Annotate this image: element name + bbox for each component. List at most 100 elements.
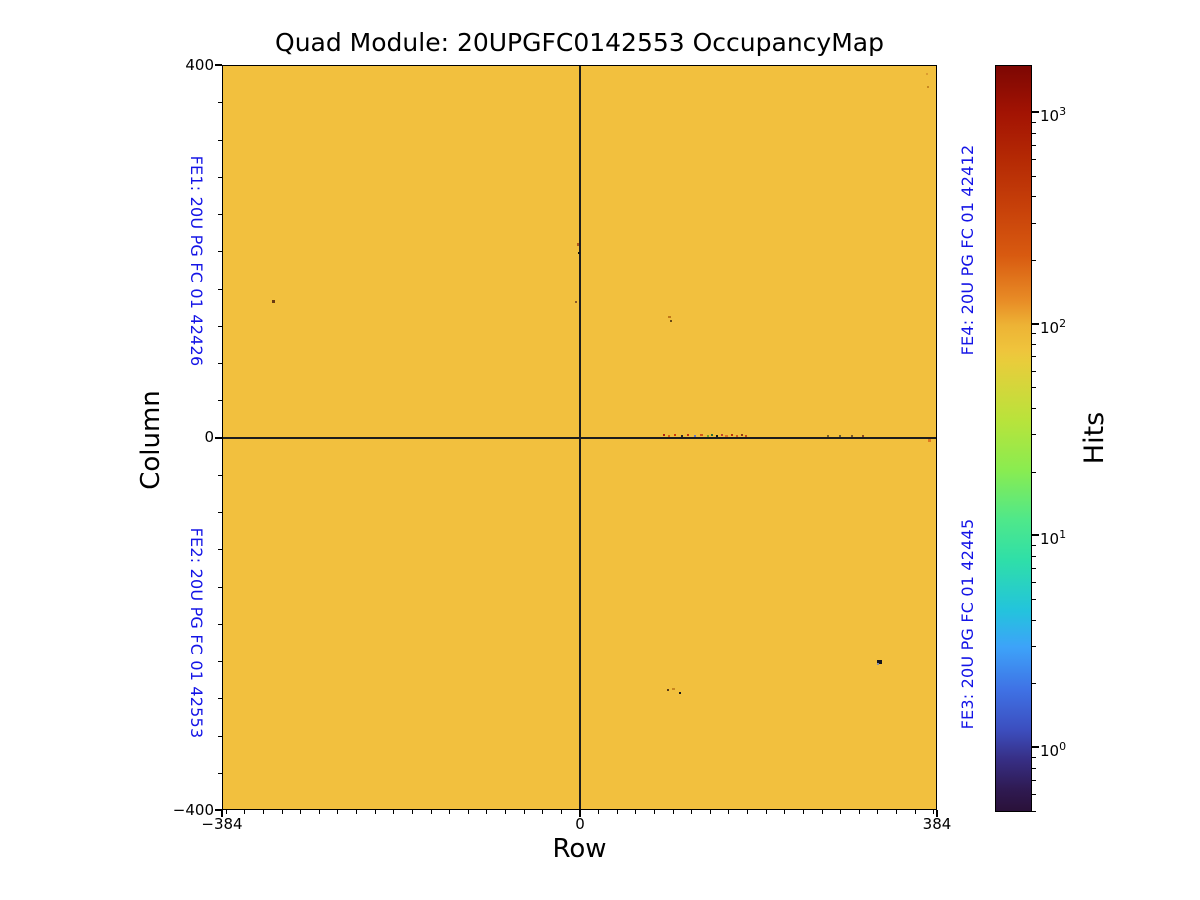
y-tick-label-min: −400	[172, 801, 214, 819]
y-axis-minor-tick	[218, 139, 222, 141]
x-axis-minor-tick	[653, 810, 655, 814]
anomaly-pixel	[678, 691, 681, 694]
colorbar-minor-tick	[1032, 582, 1036, 584]
x-axis-minor-tick	[747, 810, 749, 814]
fe3-chip-label: FE3: 20U PG FC 01 42445	[958, 518, 977, 730]
x-tick-label-max: 384	[922, 815, 952, 833]
y-axis-minor-tick	[218, 661, 222, 662]
x-axis-minor-tick	[691, 810, 693, 814]
colorbar-minor-tick	[1032, 259, 1036, 261]
y-axis-minor-tick	[218, 474, 222, 476]
x-axis-minor-tick	[933, 810, 935, 814]
x-axis-minor-tick	[225, 810, 227, 814]
colorbar-tick-label: 102	[1040, 316, 1067, 337]
colorbar-minor-tick	[1032, 555, 1036, 557]
y-tick-label-zero: 0	[204, 428, 214, 446]
colorbar-minor-tick	[1032, 158, 1036, 160]
colorbar-minor-tick	[1032, 121, 1036, 123]
x-axis-minor-tick	[411, 810, 413, 814]
y-axis-tick	[215, 809, 222, 811]
colorbar-tick	[1032, 534, 1039, 537]
x-axis-minor-tick	[821, 810, 823, 814]
chart-title: Quad Module: 20UPGFC0142553 OccupancyMap	[275, 28, 884, 57]
anomaly-pixel	[693, 434, 696, 437]
heatmap-plot-area	[222, 65, 937, 810]
y-tick-label-max: 400	[185, 56, 214, 74]
x-axis-minor-tick	[449, 810, 451, 814]
colorbar	[995, 65, 1032, 812]
x-axis-minor-tick	[374, 810, 376, 814]
anomaly-pixel	[744, 434, 747, 437]
x-axis-minor-tick	[709, 810, 711, 814]
y-axis-minor-tick	[218, 102, 222, 104]
colorbar-label: Hits	[1079, 411, 1110, 465]
colorbar-tick-label: 101	[1040, 528, 1067, 549]
x-axis-minor-tick	[542, 810, 544, 814]
colorbar-minor-tick	[1032, 810, 1036, 812]
y-axis-minor-tick	[218, 772, 222, 774]
x-axis-tick	[578, 810, 581, 817]
colorbar-minor-tick	[1032, 333, 1036, 335]
y-axis-minor-tick	[218, 363, 222, 364]
colorbar-minor-tick	[1032, 471, 1036, 473]
colorbar-minor-tick	[1032, 767, 1036, 769]
anomaly-pixel	[699, 433, 703, 436]
y-axis-minor-tick	[218, 214, 222, 215]
colorbar-minor-tick	[1032, 779, 1036, 781]
x-axis-minor-tick	[467, 810, 469, 814]
x-tick-label-min: −384	[201, 815, 243, 833]
anomaly-pixel	[680, 434, 683, 437]
y-axis-minor-tick	[218, 512, 222, 513]
anomaly-pixel	[577, 251, 580, 254]
x-axis-minor-tick	[598, 810, 600, 814]
anomaly-pixel	[576, 242, 579, 246]
colorbar-tick-label: 100	[1040, 740, 1067, 761]
colorbar-minor-tick	[1032, 344, 1036, 346]
anomaly-pixel	[926, 86, 929, 89]
y-axis-minor-tick	[218, 176, 222, 178]
colorbar-minor-tick	[1032, 132, 1036, 134]
y-axis-minor-tick	[218, 698, 222, 700]
anomaly-pixel	[861, 434, 864, 437]
x-axis-minor-tick	[858, 810, 860, 814]
anomaly-pixel	[670, 320, 673, 323]
y-axis-minor-tick	[218, 251, 222, 253]
anomaly-pixel	[667, 434, 670, 437]
quadrant-divider-horizontal	[223, 436, 936, 439]
x-axis-minor-tick	[840, 810, 842, 814]
x-axis-minor-tick	[523, 810, 525, 814]
colorbar-minor-tick	[1032, 370, 1036, 372]
x-axis-minor-tick	[616, 810, 618, 814]
colorbar-tick	[1032, 322, 1039, 325]
anomaly-pixel	[827, 434, 830, 437]
x-axis-minor-tick	[356, 810, 358, 814]
anomaly-pixel	[706, 434, 709, 437]
colorbar-minor-tick	[1032, 545, 1036, 547]
x-axis-minor-tick	[802, 810, 804, 814]
anomaly-pixel	[668, 315, 672, 318]
x-axis-tick	[936, 810, 938, 817]
y-axis-tick	[215, 436, 222, 439]
y-axis-minor-tick	[218, 735, 222, 737]
y-axis-minor-tick	[218, 623, 222, 625]
x-axis-minor-tick	[300, 810, 302, 814]
x-axis-minor-tick	[430, 810, 432, 814]
colorbar-minor-tick	[1032, 196, 1036, 198]
x-axis-tick	[221, 810, 223, 817]
anomaly-pixel	[720, 433, 723, 436]
x-axis-minor-tick	[281, 810, 283, 814]
anomaly-pixel	[662, 433, 665, 436]
anomaly-pixel	[671, 688, 675, 691]
colorbar-minor-tick	[1032, 144, 1036, 146]
x-axis-minor-tick	[635, 810, 637, 814]
x-axis-minor-tick	[244, 810, 246, 814]
colorbar-minor-tick	[1032, 619, 1036, 621]
colorbar-minor-tick	[1032, 434, 1036, 436]
anomaly-pixel	[876, 663, 879, 666]
anomaly-pixel	[730, 433, 733, 436]
x-axis-minor-tick	[914, 810, 916, 814]
anomaly-pixel	[687, 433, 690, 436]
y-axis-minor-tick	[218, 586, 222, 588]
colorbar-minor-tick	[1032, 683, 1036, 685]
colorbar-minor-tick	[1032, 387, 1036, 389]
